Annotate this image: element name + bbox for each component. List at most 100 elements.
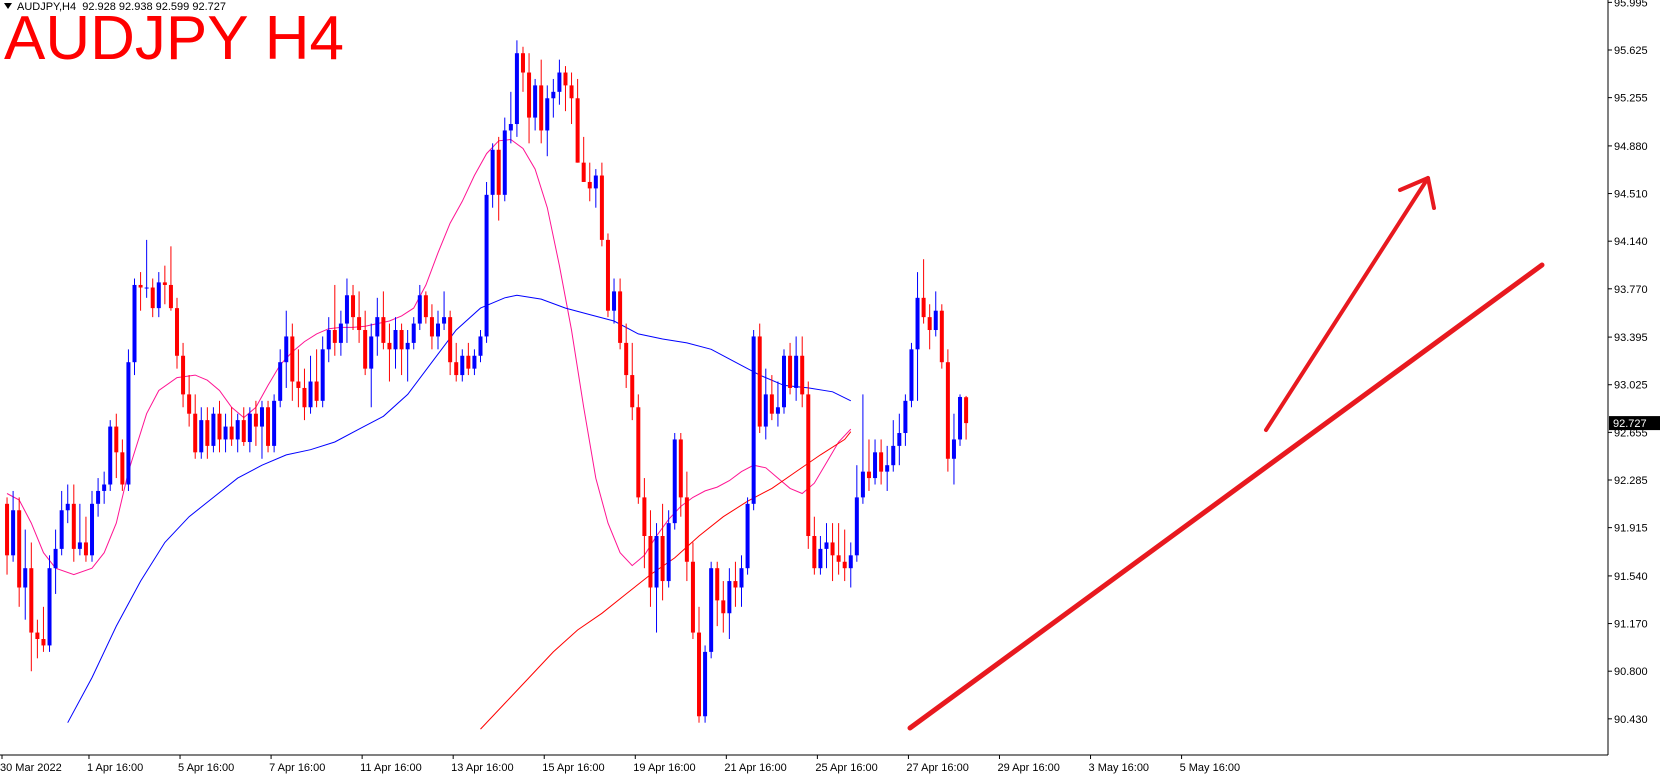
candle-body — [65, 503, 70, 511]
candle — [83, 516, 88, 562]
candle-body — [320, 349, 325, 401]
candle-body — [514, 53, 519, 125]
candle-body — [187, 394, 192, 414]
candle — [205, 407, 210, 459]
y-tick-label: 95.625 — [1614, 45, 1648, 57]
candlesticks — [5, 40, 969, 723]
candle — [11, 490, 16, 562]
symbol-info-line: AUDJPY,H4 92.928 92.938 92.599 92.727 — [0, 1, 226, 13]
up-arrow-shaft — [1264, 176, 1430, 432]
candle-body — [569, 85, 574, 99]
candle — [854, 465, 859, 562]
candle — [114, 413, 119, 479]
candle — [496, 136, 501, 221]
candle — [684, 471, 689, 582]
x-tick-label: 25 Apr 16:00 — [815, 762, 877, 774]
candle — [654, 523, 659, 633]
candle — [65, 484, 70, 524]
candle — [842, 529, 847, 582]
candle — [375, 297, 380, 356]
ma_slow-line — [480, 431, 852, 730]
candle-body — [921, 297, 926, 318]
candle — [709, 561, 714, 659]
candle — [454, 342, 459, 382]
candle-body — [217, 413, 222, 440]
candle — [545, 85, 550, 157]
candle — [860, 394, 865, 504]
candle-body — [478, 336, 483, 356]
candle-body — [539, 85, 544, 131]
candle-body — [520, 53, 525, 73]
candle-body — [697, 632, 702, 717]
candle-body — [794, 355, 799, 388]
support-trend-line — [907, 262, 1545, 731]
candle — [393, 317, 398, 369]
candle — [241, 407, 246, 446]
candle-body — [824, 542, 829, 549]
candle — [575, 78, 580, 163]
candle — [460, 349, 465, 382]
candle — [181, 342, 186, 408]
candle-body — [581, 162, 586, 182]
candle — [569, 72, 574, 125]
candle — [247, 407, 252, 453]
candle — [605, 233, 610, 318]
candle-body — [387, 342, 392, 350]
candle — [405, 330, 410, 382]
candle — [120, 439, 125, 491]
candle-body — [945, 362, 950, 459]
candle — [108, 420, 113, 491]
candle-body — [466, 355, 471, 369]
candle — [126, 349, 131, 491]
candle — [35, 619, 40, 659]
candle — [162, 265, 167, 305]
price-tag-label: 92.727 — [1613, 418, 1647, 430]
candle — [721, 581, 726, 633]
candle — [314, 349, 319, 408]
candle — [873, 439, 878, 485]
candle — [53, 529, 58, 594]
candle — [551, 78, 556, 118]
candle — [763, 368, 768, 440]
candle — [958, 394, 963, 446]
candle — [751, 330, 756, 511]
y-tick-label: 93.395 — [1614, 332, 1648, 344]
candle-body — [205, 420, 210, 446]
candle — [812, 516, 817, 575]
candle-body — [259, 407, 264, 427]
candle — [964, 395, 969, 440]
candle-body — [897, 433, 902, 446]
candle — [951, 413, 956, 485]
candle-body — [460, 355, 465, 376]
candle-body — [429, 317, 434, 337]
candle-body — [775, 407, 780, 414]
candle-body — [958, 396, 963, 440]
ma_blue-line — [67, 294, 852, 723]
candle-body — [800, 355, 805, 395]
candle — [788, 342, 793, 395]
candle — [423, 291, 428, 324]
x-tick-label: 29 Apr 16:00 — [997, 762, 1059, 774]
candle-body — [405, 342, 410, 350]
candle-body — [381, 317, 386, 343]
candle — [781, 349, 786, 414]
candle-body — [903, 400, 908, 434]
candle-body — [527, 72, 532, 118]
candle-body — [533, 85, 538, 118]
candle-body — [41, 639, 46, 646]
y-tick-label: 93.025 — [1614, 380, 1648, 392]
candle — [830, 523, 835, 582]
current-price-tag: 92.727 — [1609, 416, 1660, 431]
y-tick-label: 90.800 — [1614, 666, 1648, 678]
trend-annotations — [907, 176, 1545, 731]
candle-body — [860, 471, 865, 498]
candle — [581, 136, 586, 182]
candle — [29, 542, 34, 672]
candle-body — [296, 381, 301, 388]
candle — [897, 413, 902, 466]
candle-body — [508, 124, 513, 131]
candle-body — [648, 536, 653, 588]
candle — [296, 349, 301, 408]
candle — [715, 561, 720, 627]
